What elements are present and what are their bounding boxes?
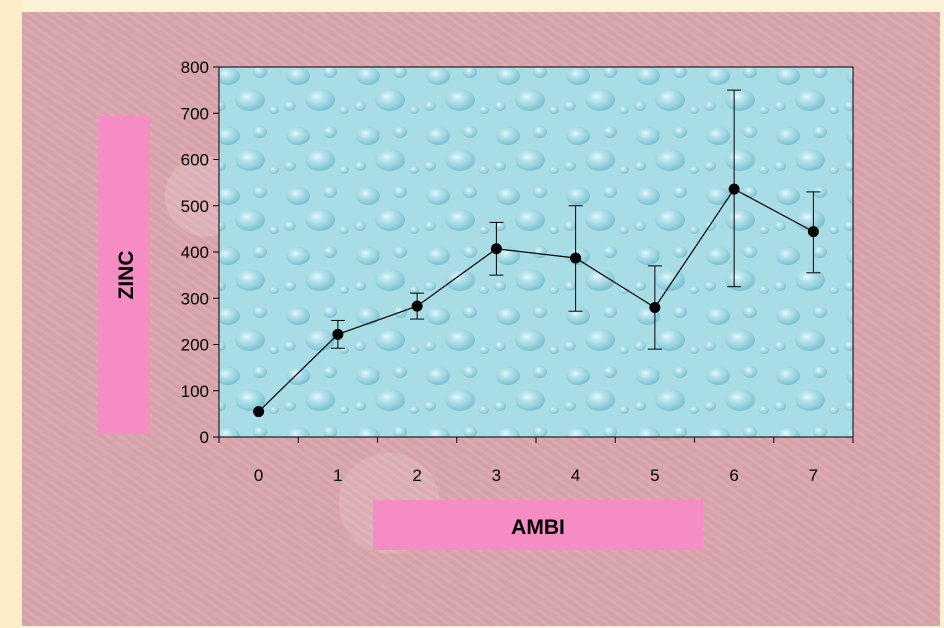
y-tick-label: 100 [181,382,209,401]
x-tick-label: 6 [729,466,738,485]
y-tick-label: 400 [181,243,209,262]
x-tick-label: 2 [412,466,421,485]
x-tick-label: 0 [254,466,263,485]
error-bars [330,89,821,350]
x-axis-title: AMBI [511,516,565,539]
y-axis: 0 100 200 300 400 500 600 700 800 [181,58,219,447]
y-tick-label: 700 [181,104,209,123]
data-point [411,300,423,312]
x-tick-label: 7 [809,466,818,485]
y-tick-label: 500 [181,197,209,216]
data-points [253,183,819,418]
y-tick-label: 0 [200,428,209,447]
data-point [490,243,502,255]
x-tick-label: 3 [492,466,501,485]
y-tick-label: 600 [181,151,209,170]
data-point [253,406,265,418]
y-tick-label: 300 [181,289,209,308]
y-tick-label: 200 [181,336,209,355]
y-axis-label-box [98,116,150,434]
x-axis: 0 1 2 3 4 5 6 7 [218,437,854,485]
data-point [649,302,661,313]
x-tick-label: 5 [650,466,659,485]
data-point [332,328,344,340]
x-tick-label: 1 [333,466,342,485]
series-line [258,188,814,412]
y-tick-label: 800 [181,58,209,77]
data-point [807,226,819,238]
x-tick-label: 4 [571,466,580,485]
y-axis-title: ZINC [115,251,138,300]
data-point [570,252,582,264]
plot-area [218,66,854,438]
data-point [728,183,740,195]
x-axis-label-box [373,500,703,550]
